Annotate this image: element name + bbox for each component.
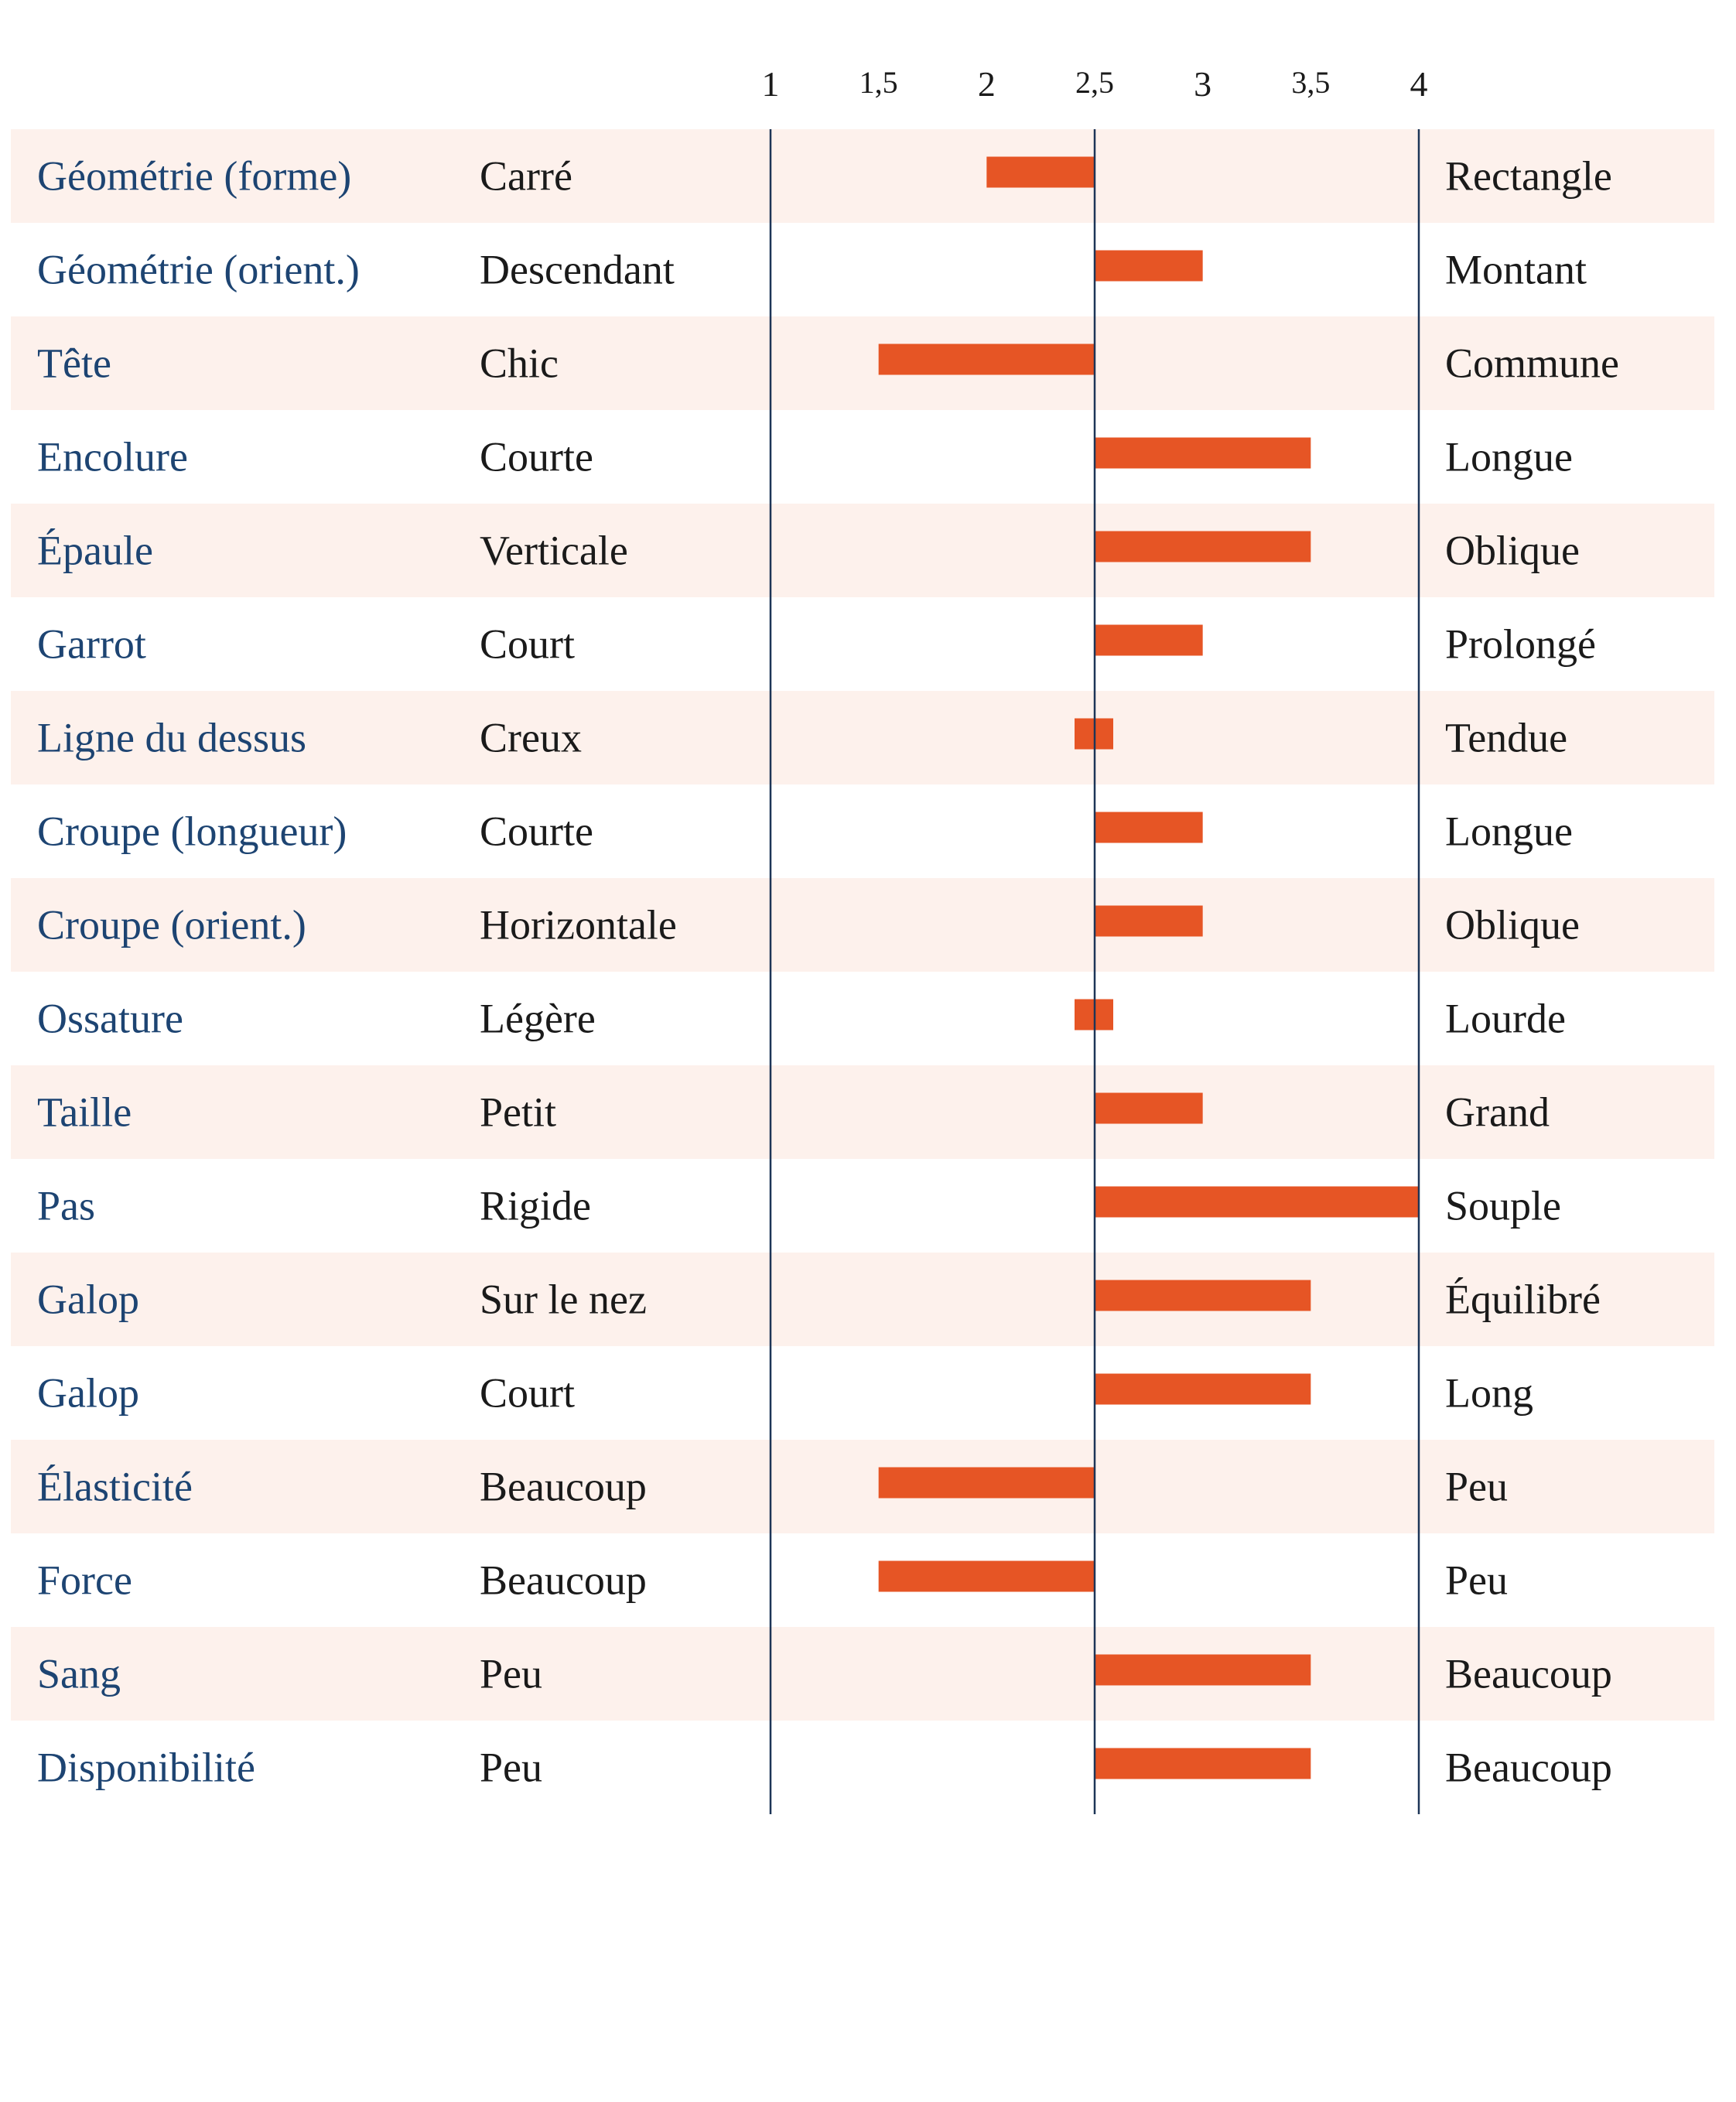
trait-label: Force xyxy=(37,1557,132,1604)
bar xyxy=(878,1467,1095,1499)
trait-label: Tête xyxy=(37,340,111,387)
trait-label: Géométrie (orient.) xyxy=(37,247,360,293)
tick-label: 1,5 xyxy=(859,65,898,100)
trait-label: Élasticité xyxy=(37,1464,193,1510)
trait-label: Sang xyxy=(37,1651,121,1697)
low-pole-label: Petit xyxy=(480,1089,556,1136)
low-pole-label: Creux xyxy=(480,715,582,761)
high-pole-label: Peu xyxy=(1445,1464,1508,1510)
low-pole-label: Peu xyxy=(480,1745,542,1791)
high-pole-label: Équilibré xyxy=(1445,1277,1601,1323)
row-band xyxy=(11,1065,1714,1159)
axis-lines xyxy=(769,129,1420,1814)
trait-label: Pas xyxy=(37,1183,95,1229)
bar xyxy=(1095,1748,1311,1779)
low-pole-label: Rigide xyxy=(480,1183,591,1229)
trait-label: Ossature xyxy=(37,996,183,1042)
trait-label: Croupe (longueur) xyxy=(37,808,347,855)
high-pole-label: Tendue xyxy=(1445,715,1567,761)
low-pole-label: Beaucoup xyxy=(480,1464,647,1510)
low-pole-label: Courte xyxy=(480,808,593,855)
row-bands xyxy=(11,129,1714,1721)
trait-label: Taille xyxy=(37,1089,132,1136)
bar xyxy=(1095,905,1203,937)
high-pole-label: Montant xyxy=(1445,247,1587,293)
trait-label: Disponibilité xyxy=(37,1745,255,1791)
high-pole-label: Rectangle xyxy=(1445,153,1612,200)
row-band xyxy=(11,316,1714,410)
low-pole-label: Carré xyxy=(480,153,572,200)
high-pole-label: Lourde xyxy=(1445,996,1566,1042)
row-band xyxy=(11,1253,1714,1346)
tick-label: 2,5 xyxy=(1075,65,1114,100)
tick-label: 3,5 xyxy=(1291,65,1330,100)
tick-label: 3 xyxy=(1194,64,1211,104)
trait-label: Encolure xyxy=(37,434,188,480)
bar xyxy=(1095,1373,1311,1405)
high-pole-label: Beaucoup xyxy=(1445,1651,1612,1697)
high-pole-label: Oblique xyxy=(1445,528,1580,574)
high-pole-label: Long xyxy=(1445,1370,1533,1417)
row-labels: Géométrie (forme) Carré Rectangle Géométrie… xyxy=(37,153,1619,1791)
high-pole-label: Souple xyxy=(1445,1183,1561,1229)
row-band xyxy=(11,1440,1714,1533)
bars xyxy=(878,156,1419,1779)
tick-label: 2 xyxy=(978,64,996,104)
row-band xyxy=(11,504,1714,597)
bar xyxy=(1095,1280,1311,1311)
high-pole-label: Longue xyxy=(1445,808,1573,855)
high-pole-label: Prolongé xyxy=(1445,621,1596,668)
bar xyxy=(1095,1186,1419,1218)
tick-label: 4 xyxy=(1410,64,1428,104)
trait-label: Géométrie (forme) xyxy=(37,153,351,200)
bar xyxy=(878,343,1095,375)
row-band xyxy=(11,878,1714,972)
tick-label: 1 xyxy=(762,64,780,104)
bar xyxy=(1095,1654,1311,1686)
low-pole-label: Chic xyxy=(480,340,559,387)
high-pole-label: Peu xyxy=(1445,1557,1508,1604)
low-pole-label: Court xyxy=(480,621,575,668)
low-pole-label: Beaucoup xyxy=(480,1557,647,1604)
bar xyxy=(878,1560,1095,1592)
row-band xyxy=(11,691,1714,784)
trait-label: Galop xyxy=(37,1277,139,1323)
high-pole-label: Grand xyxy=(1445,1089,1550,1136)
trait-label: Ligne du dessus xyxy=(37,715,306,761)
trait-label: Épaule xyxy=(37,528,153,574)
bar xyxy=(1095,624,1203,656)
trait-label: Galop xyxy=(37,1370,139,1417)
trait-label: Croupe (orient.) xyxy=(37,902,306,948)
bar xyxy=(1095,531,1311,562)
bar xyxy=(986,156,1095,188)
low-pole-label: Court xyxy=(480,1370,575,1417)
low-pole-label: Descendant xyxy=(480,247,675,293)
bar xyxy=(1095,812,1203,843)
low-pole-label: Verticale xyxy=(480,528,628,574)
low-pole-label: Horizontale xyxy=(480,902,677,948)
row-band xyxy=(11,1627,1714,1721)
low-pole-label: Peu xyxy=(480,1651,542,1697)
tick-labels: 1 1,5 2 2,5 3 3,5 4 xyxy=(762,64,1428,104)
low-pole-label: Sur le nez xyxy=(480,1277,647,1323)
low-pole-label: Courte xyxy=(480,434,593,480)
high-pole-label: Beaucoup xyxy=(1445,1745,1612,1791)
high-pole-label: Longue xyxy=(1445,434,1573,480)
bar xyxy=(1095,1092,1203,1124)
bar xyxy=(1095,437,1311,469)
row-band xyxy=(11,129,1714,223)
high-pole-label: Commune xyxy=(1445,340,1619,387)
low-pole-label: Légère xyxy=(480,996,596,1042)
trait-label: Garrot xyxy=(37,621,146,668)
bar xyxy=(1095,250,1203,282)
high-pole-label: Oblique xyxy=(1445,902,1580,948)
